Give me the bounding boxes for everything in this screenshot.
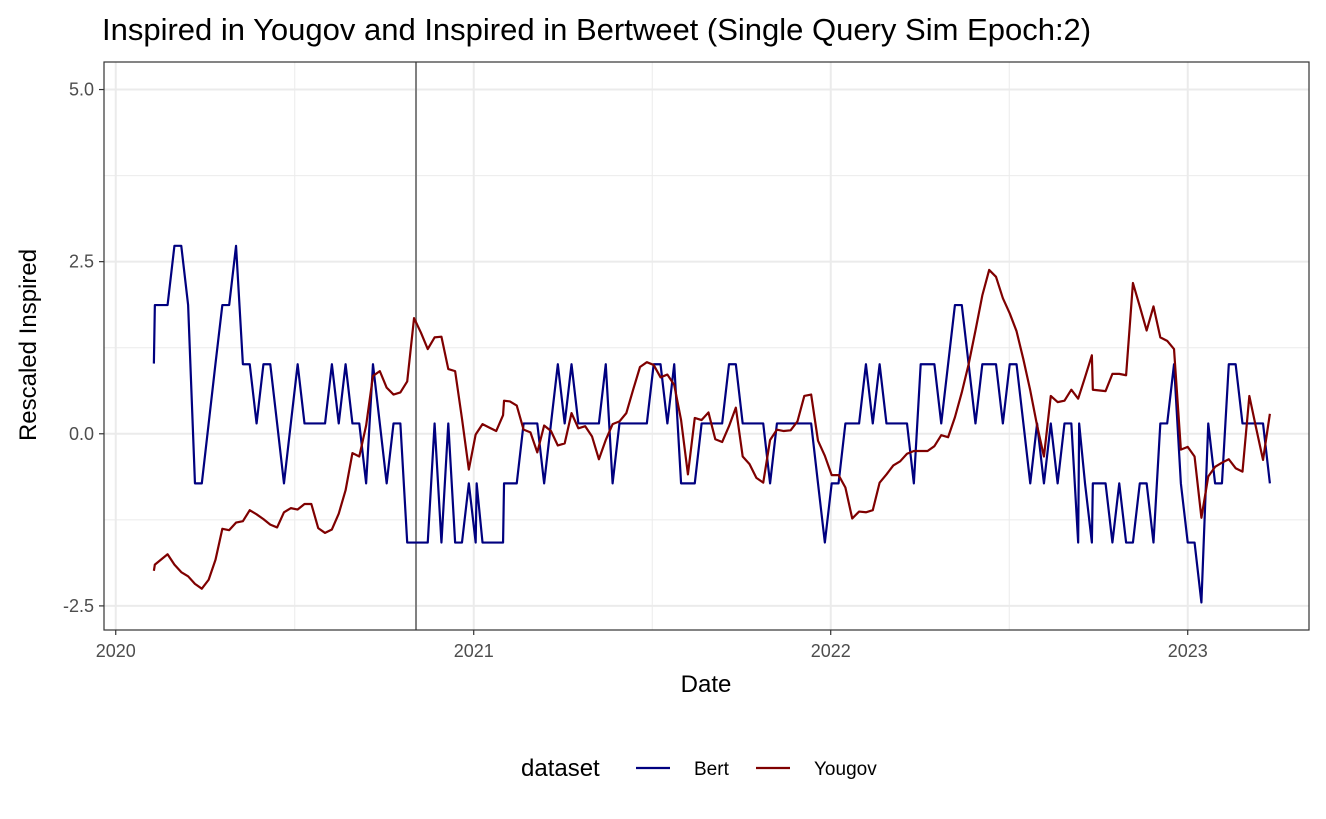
x-axis-title: Date (681, 671, 732, 698)
legend-title: dataset (521, 755, 600, 782)
y-axis: -2.5 0.0 2.5 5.0 (63, 80, 104, 616)
plot-panel (103, 61, 1310, 631)
y-tick-label: -2.5 (63, 596, 94, 616)
series-line-bert (152, 244, 1271, 604)
legend-label-yougov: Yougov (814, 759, 877, 780)
series-line-yougov (152, 268, 1271, 590)
x-tick-label: 2021 (454, 641, 494, 661)
minor-gridlines (104, 62, 1309, 630)
x-tick-label: 2023 (1168, 641, 1208, 661)
x-tick-label: 2020 (96, 641, 136, 661)
x-tick-label: 2022 (811, 641, 851, 661)
y-axis-title: Rescaled Inspired (15, 249, 42, 441)
series-lines (152, 244, 1271, 604)
y-tick-label: 5.0 (69, 80, 94, 100)
y-tick-label: 2.5 (69, 252, 94, 272)
chart-title: Inspired in Yougov and Inspired in Bertw… (102, 12, 1091, 47)
legend: dataset Bert Yougov (521, 755, 877, 782)
x-axis: 2020 2021 2022 2023 (96, 630, 1208, 661)
y-tick-label: 0.0 (69, 424, 94, 444)
legend-label-bert: Bert (694, 759, 730, 780)
major-gridlines (104, 62, 1309, 630)
